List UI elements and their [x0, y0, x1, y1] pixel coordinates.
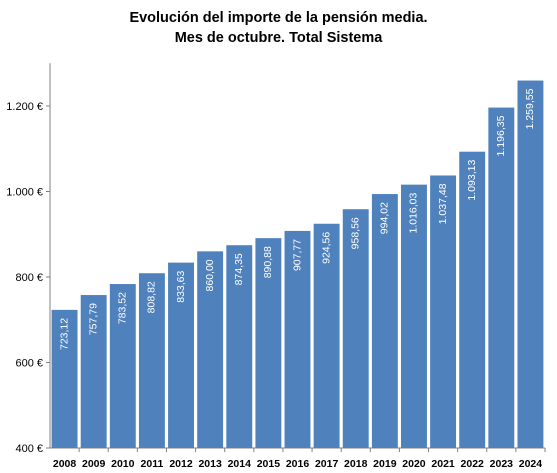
- bar-value-label: 723,12: [58, 318, 70, 350]
- bar-value-label: 1.259,55: [524, 88, 536, 129]
- x-tick-label: 2013: [198, 458, 222, 470]
- x-tick-label: 2016: [286, 458, 310, 470]
- x-tick-label: 2011: [141, 458, 164, 470]
- x-tick-label: 2010: [111, 458, 135, 470]
- bar-value-label: 958,56: [350, 217, 362, 249]
- x-tick-label: 2023: [490, 458, 514, 470]
- bar-value-label: 1.093,13: [466, 160, 478, 201]
- chart-title: Evolución del importe de la pensión medi…: [129, 10, 428, 26]
- y-tick-label: 1.000 €: [6, 187, 43, 199]
- bar: [430, 175, 457, 448]
- bar: [517, 80, 544, 449]
- bar: [138, 273, 165, 448]
- bar: [342, 209, 369, 448]
- bar: [168, 262, 194, 448]
- bar-value-label: 1.037,48: [437, 183, 449, 224]
- bar: [284, 230, 311, 448]
- x-tick-label: 2009: [82, 458, 106, 470]
- bar: [255, 238, 282, 448]
- x-tick-label: 2021: [431, 458, 455, 470]
- bar-value-label: 808,82: [146, 281, 158, 313]
- bar: [80, 295, 107, 448]
- bar: [226, 245, 253, 448]
- bar: [401, 184, 427, 449]
- x-tick-label: 2017: [315, 458, 339, 470]
- bar-value-label: 860,00: [204, 259, 216, 291]
- x-tick-label: 2020: [402, 458, 426, 470]
- bar-value-label: 994,02: [379, 202, 391, 234]
- y-tick-label: 400 €: [15, 443, 43, 455]
- x-tick-label: 2024: [519, 458, 543, 470]
- x-tick-label: 2018: [344, 458, 368, 470]
- bar-value-label: 1.196,35: [495, 115, 507, 156]
- bar-value-label: 757,79: [87, 303, 99, 335]
- bar: [459, 151, 486, 448]
- x-tick-label: 2019: [373, 458, 397, 470]
- x-tick-label: 2008: [53, 458, 77, 470]
- bar-value-label: 783,52: [117, 292, 129, 324]
- x-tick-label: 2015: [257, 458, 281, 470]
- bar: [313, 223, 340, 448]
- y-tick-label: 800 €: [15, 272, 43, 284]
- chart-subtitle: Mes de octubre. Total Sistema: [174, 30, 383, 46]
- bar-value-label: 874,35: [233, 253, 245, 285]
- bar: [109, 284, 136, 448]
- bar-value-label: 907,77: [291, 239, 303, 271]
- y-tick-label: 600 €: [15, 358, 43, 370]
- x-tick-label: 2012: [169, 458, 193, 470]
- bar-value-label: 924,56: [320, 232, 332, 264]
- chart-title-block: Evolución del importe de la pensión medi…: [0, 8, 557, 48]
- y-tick-label: 1.200 €: [6, 101, 43, 113]
- bar: [371, 194, 398, 448]
- bar: [488, 107, 515, 449]
- bar-value-label: 890,88: [262, 246, 274, 278]
- x-tick-label: 2022: [461, 458, 485, 470]
- x-tick-label: 2014: [228, 458, 252, 470]
- bar: [51, 309, 78, 448]
- bar: [197, 251, 224, 448]
- bar-value-label: 833,63: [175, 270, 187, 302]
- bar-value-label: 1.016,03: [408, 192, 420, 233]
